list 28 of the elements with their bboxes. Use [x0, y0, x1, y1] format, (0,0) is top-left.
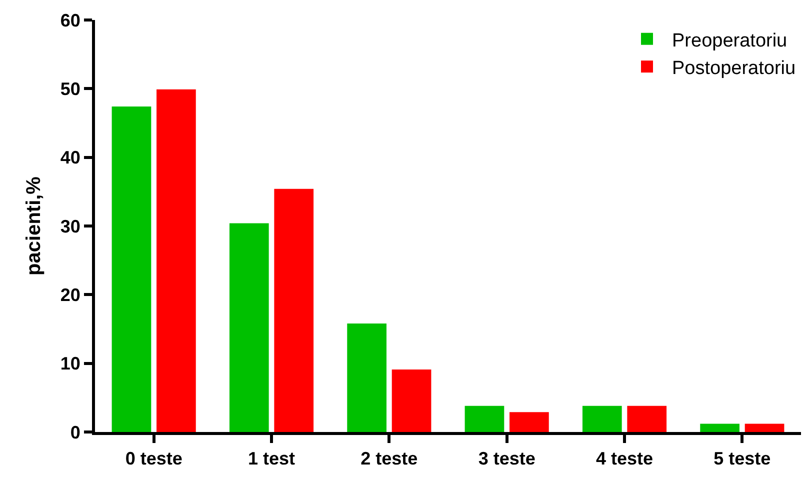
legend-label: Postoperatoriu: [672, 58, 796, 79]
bar: [744, 424, 784, 432]
bar: [510, 412, 549, 432]
x-tick-label: 4 teste: [596, 448, 654, 469]
legend-label: Preoperatoriu: [672, 30, 788, 52]
y-tick-label: 0: [70, 422, 80, 442]
y-tick-label: 40: [60, 148, 80, 168]
bar: [627, 406, 667, 432]
x-tick-label: 0 teste: [125, 448, 182, 469]
bar: [347, 324, 386, 432]
y-tick-label: 30: [60, 216, 80, 236]
bar: [700, 424, 740, 432]
bar: [274, 188, 314, 432]
y-tick-label: 10: [60, 354, 80, 374]
y-tick-label: 50: [60, 78, 80, 99]
y-axis-title: pacienti,%: [22, 176, 45, 276]
x-tick-label: 5 teste: [714, 448, 771, 469]
bar: [112, 106, 152, 432]
y-tick-label: 60: [60, 10, 80, 30]
x-tick-label: 1 test: [248, 448, 296, 469]
y-tick-label: 20: [60, 284, 80, 305]
bar: [229, 223, 269, 432]
x-tick-label: 2 teste: [360, 448, 418, 469]
bar: [392, 370, 432, 432]
x-tick-label: 3 teste: [478, 448, 536, 469]
bar: [582, 406, 622, 432]
bar: [156, 89, 196, 432]
bar: [464, 406, 504, 432]
